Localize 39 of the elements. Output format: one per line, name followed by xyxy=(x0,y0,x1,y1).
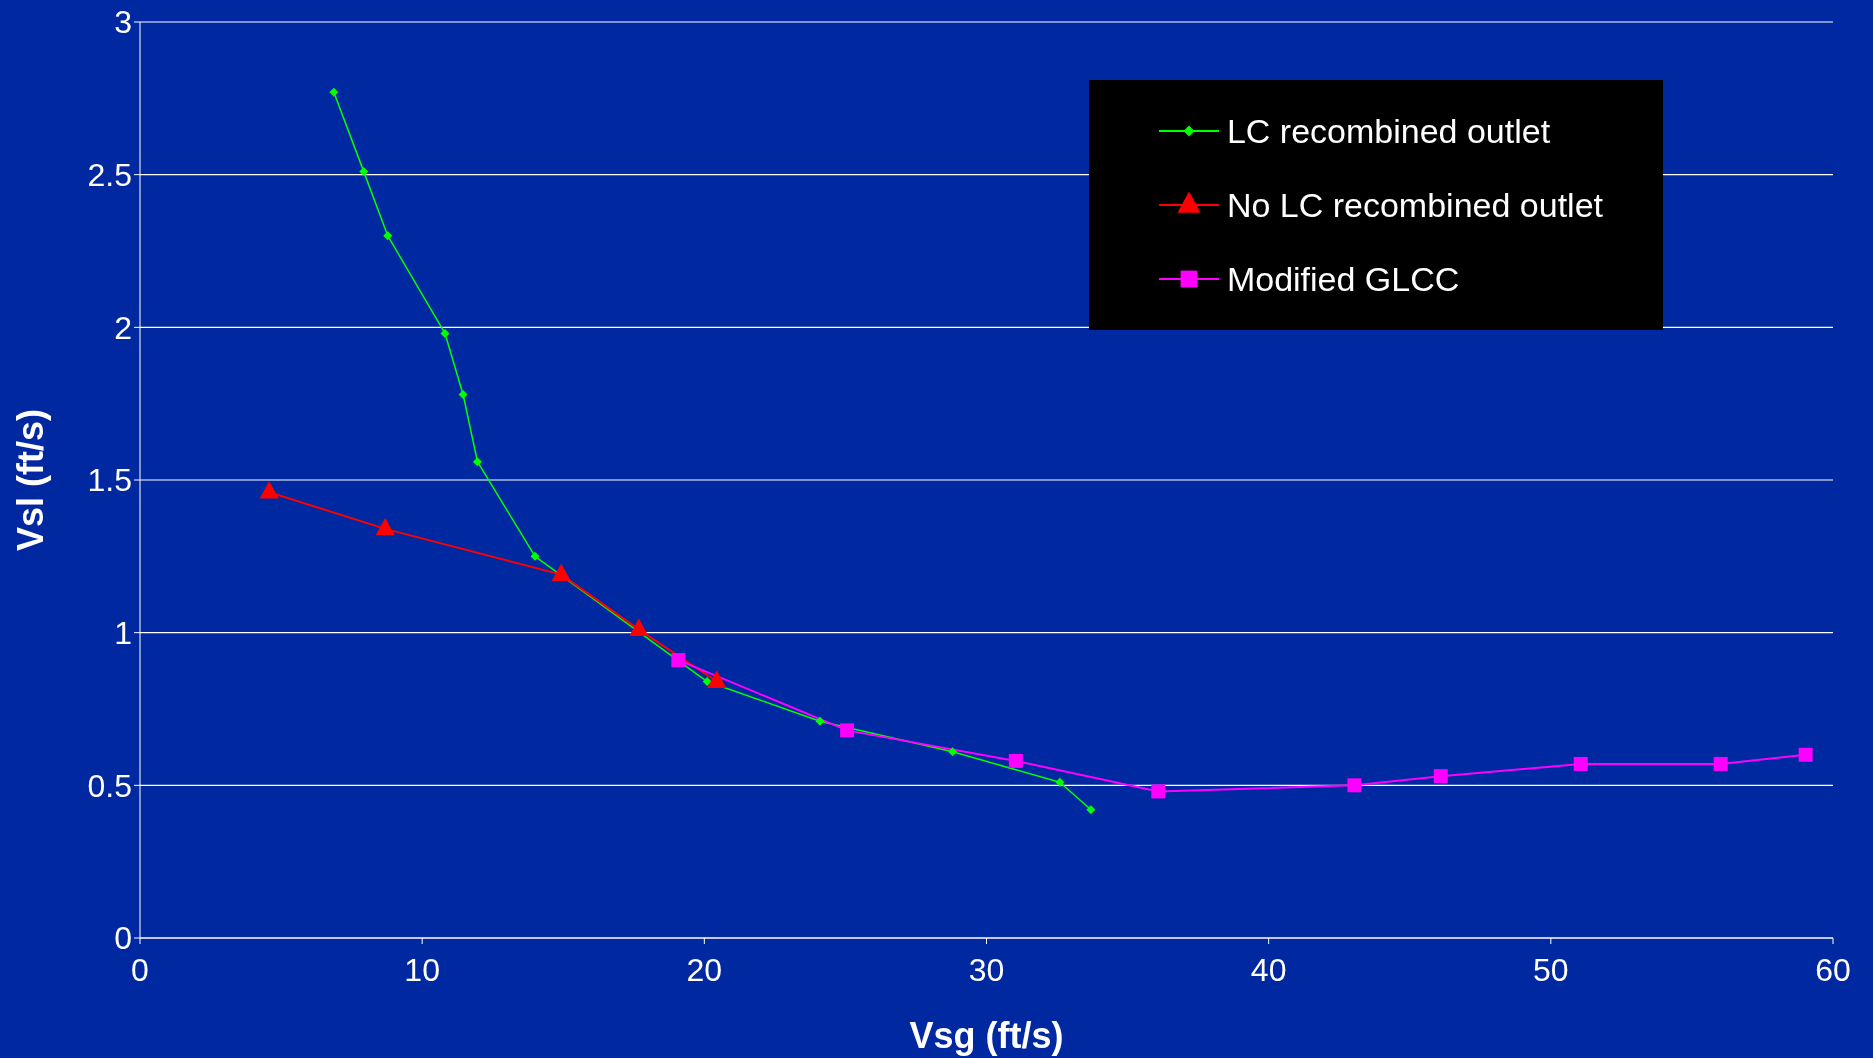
y-tick-label: 0.5 xyxy=(87,767,132,804)
y-tick-label: 2 xyxy=(114,309,132,346)
x-tick-label: 30 xyxy=(968,951,1005,988)
point xyxy=(458,390,468,400)
point xyxy=(1798,747,1813,762)
point xyxy=(1713,756,1728,771)
point xyxy=(1086,805,1096,815)
y-tick-label: 1 xyxy=(114,615,132,652)
y-axis-title: Vsl (ft/s) xyxy=(9,408,51,552)
point xyxy=(1151,784,1166,799)
point xyxy=(530,551,540,561)
point xyxy=(1347,778,1362,793)
point xyxy=(383,231,393,241)
point xyxy=(815,716,825,726)
y-tick-label: 2.5 xyxy=(87,157,132,194)
y-tick-label: 0 xyxy=(114,920,132,957)
y-tick-label: 3 xyxy=(114,4,132,41)
point xyxy=(1055,777,1065,787)
point xyxy=(702,677,712,687)
x-tick-label: 10 xyxy=(404,951,440,988)
point xyxy=(671,653,686,668)
point xyxy=(1573,756,1588,771)
point xyxy=(329,87,339,97)
point xyxy=(472,457,482,467)
x-tick-label: 40 xyxy=(1250,951,1287,988)
y-tick-label: 1.5 xyxy=(87,462,132,499)
x-tick-label: 20 xyxy=(686,951,723,988)
legend-label: Modified GLCC xyxy=(1226,259,1460,299)
point xyxy=(1433,769,1448,784)
point xyxy=(948,747,958,757)
point xyxy=(840,723,855,738)
point xyxy=(440,328,450,338)
point xyxy=(1008,753,1023,768)
legend-label: LC recombined outlet xyxy=(1226,111,1551,151)
x-tick-label: 60 xyxy=(1815,951,1851,988)
x-axis-title: Vsg (ft/s) xyxy=(909,1015,1064,1056)
x-tick-label: 50 xyxy=(1533,951,1569,988)
legend-label: No LC recombined outlet xyxy=(1226,185,1603,225)
point xyxy=(359,167,369,177)
